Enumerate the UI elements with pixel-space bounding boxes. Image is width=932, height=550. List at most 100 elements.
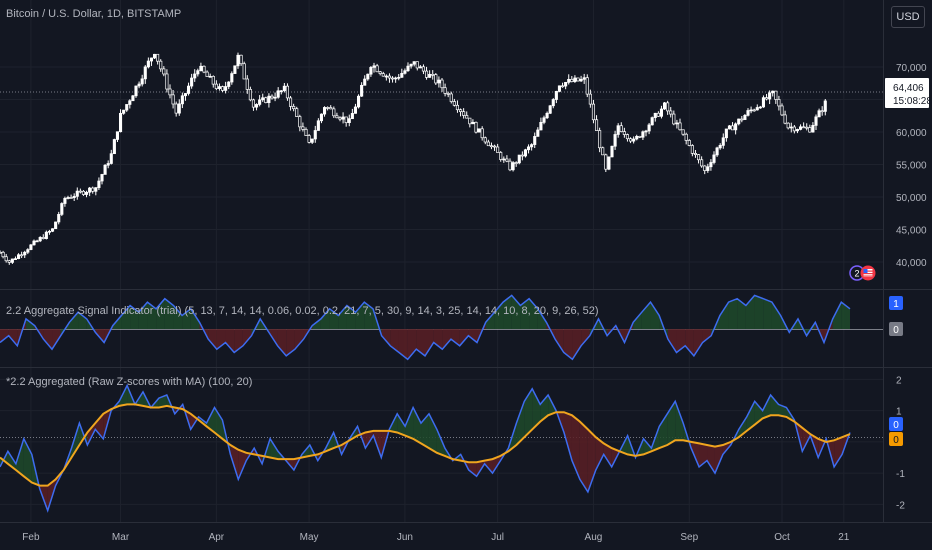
- candle[interactable]: [29, 243, 33, 251]
- candle[interactable]: [703, 165, 707, 175]
- candle[interactable]: [270, 94, 274, 100]
- candle[interactable]: [329, 105, 333, 110]
- candle[interactable]: [387, 73, 392, 83]
- candle[interactable]: [239, 54, 243, 66]
- candle[interactable]: [505, 155, 509, 163]
- candle[interactable]: [526, 144, 531, 154]
- candle[interactable]: [523, 148, 528, 158]
- candle[interactable]: [292, 103, 296, 112]
- candle[interactable]: [211, 75, 215, 88]
- candle[interactable]: [468, 117, 472, 128]
- candle[interactable]: [285, 83, 290, 101]
- candle[interactable]: [180, 92, 184, 109]
- candle[interactable]: [347, 114, 351, 127]
- candle[interactable]: [350, 108, 354, 120]
- candle[interactable]: [353, 103, 358, 114]
- candle[interactable]: [264, 96, 268, 104]
- candle[interactable]: [536, 127, 540, 137]
- candle[interactable]: [313, 125, 317, 143]
- candle[interactable]: [193, 69, 197, 82]
- candle[interactable]: [449, 91, 453, 104]
- candle[interactable]: [10, 258, 14, 264]
- candle[interactable]: [171, 90, 175, 109]
- candle[interactable]: [369, 65, 373, 77]
- candle[interactable]: [94, 187, 98, 196]
- candle[interactable]: [542, 115, 546, 125]
- candle[interactable]: [23, 250, 27, 259]
- candle[interactable]: [431, 70, 435, 80]
- candle[interactable]: [662, 102, 667, 110]
- candle[interactable]: [50, 228, 55, 233]
- candle[interactable]: [199, 62, 203, 72]
- candle[interactable]: [437, 76, 441, 88]
- candle[interactable]: [514, 161, 518, 167]
- candle[interactable]: [792, 125, 796, 134]
- candle[interactable]: [755, 104, 759, 111]
- event-icons[interactable]: 2: [848, 264, 878, 282]
- candle[interactable]: [91, 186, 95, 194]
- zscore-indicator-pane[interactable]: *2.2 Aggregated (Raw Z-scores with MA) (…: [0, 375, 905, 513]
- candle[interactable]: [817, 108, 821, 118]
- candle[interactable]: [60, 202, 64, 217]
- candle[interactable]: [152, 53, 157, 60]
- candle[interactable]: [134, 85, 138, 98]
- candle[interactable]: [771, 90, 775, 97]
- candle[interactable]: [186, 82, 191, 96]
- candle[interactable]: [424, 66, 429, 80]
- candle[interactable]: [684, 132, 688, 145]
- candle[interactable]: [44, 230, 48, 240]
- candle[interactable]: [690, 144, 694, 157]
- candle[interactable]: [628, 137, 633, 144]
- candle[interactable]: [681, 129, 685, 136]
- candle[interactable]: [400, 68, 404, 78]
- candle[interactable]: [273, 92, 277, 102]
- candle[interactable]: [477, 128, 481, 133]
- candle[interactable]: [409, 63, 413, 69]
- candle[interactable]: [802, 122, 806, 129]
- candle[interactable]: [573, 75, 577, 83]
- candle[interactable]: [443, 83, 447, 97]
- candle[interactable]: [517, 154, 521, 165]
- candle[interactable]: [202, 65, 206, 74]
- candle[interactable]: [607, 156, 611, 171]
- candle[interactable]: [322, 106, 327, 117]
- candle[interactable]: [88, 186, 92, 197]
- candle[interactable]: [455, 100, 460, 113]
- candle[interactable]: [644, 129, 648, 137]
- candle[interactable]: [227, 81, 231, 90]
- candle[interactable]: [508, 158, 512, 172]
- candle[interactable]: [54, 221, 58, 230]
- candle[interactable]: [165, 69, 169, 93]
- candle[interactable]: [616, 123, 620, 138]
- candle[interactable]: [564, 81, 568, 90]
- candle[interactable]: [483, 136, 487, 145]
- candle[interactable]: [338, 116, 342, 122]
- candle[interactable]: [659, 105, 664, 119]
- candle[interactable]: [635, 134, 639, 141]
- candle[interactable]: [394, 76, 398, 83]
- candle[interactable]: [109, 149, 113, 165]
- candle[interactable]: [406, 62, 410, 72]
- candle[interactable]: [672, 110, 676, 126]
- candle[interactable]: [7, 259, 11, 265]
- candle[interactable]: [72, 193, 76, 202]
- candle[interactable]: [539, 117, 543, 131]
- candle[interactable]: [217, 83, 222, 91]
- candle[interactable]: [304, 127, 308, 136]
- candle[interactable]: [669, 107, 673, 118]
- symbol-title[interactable]: Bitcoin / U.S. Dollar, 1D, BITSTAMP: [6, 8, 181, 20]
- candle[interactable]: [251, 98, 256, 111]
- candle[interactable]: [140, 74, 144, 87]
- candle[interactable]: [758, 105, 762, 109]
- candle[interactable]: [100, 173, 104, 185]
- candle[interactable]: [103, 164, 107, 175]
- candle[interactable]: [63, 196, 67, 207]
- candle[interactable]: [326, 106, 330, 111]
- candle[interactable]: [551, 98, 555, 109]
- candle[interactable]: [159, 59, 163, 72]
- signal-indicator-pane[interactable]: 2.2 Aggregate Signal Indicator (trial) (…: [0, 294, 903, 361]
- candle[interactable]: [749, 106, 753, 114]
- candle[interactable]: [656, 111, 660, 117]
- candle[interactable]: [214, 80, 218, 91]
